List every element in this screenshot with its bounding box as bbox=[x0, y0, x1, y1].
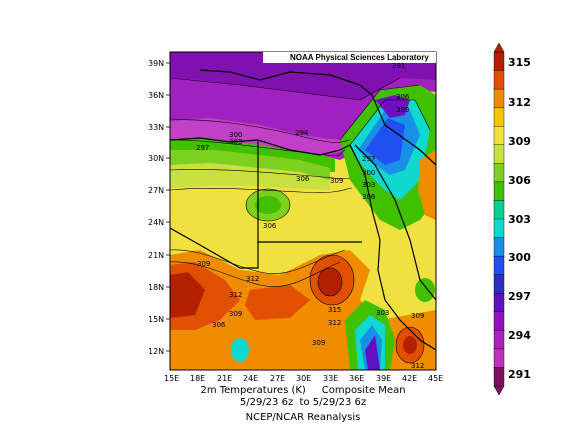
caption-line-1: 2m Temperatures (K) Composite Mean bbox=[170, 385, 436, 396]
contour-label: 300 bbox=[362, 169, 375, 177]
caption-line-3: NCEP/NCAR Reanalysis bbox=[245, 412, 361, 423]
colorbar-segment bbox=[493, 237, 505, 257]
lon-tick-label: 24E bbox=[243, 374, 258, 383]
lon-tick-label: 36E bbox=[349, 374, 364, 383]
caption-line-2: 5/29/23 6z to 5/29/23 6z bbox=[239, 397, 367, 408]
contour-label: 297 bbox=[362, 155, 375, 163]
contour-label: 291 bbox=[392, 62, 405, 70]
colorbar-segment bbox=[493, 274, 505, 294]
colorbar-label: 315 bbox=[508, 56, 531, 69]
latitude-axis: 39N 36N 33N 30N 27N 24N 21N 18N 15N 12N bbox=[148, 59, 170, 356]
contour-label: 309 bbox=[411, 312, 424, 320]
contour-label: 309 bbox=[312, 339, 325, 347]
colorbar-segment bbox=[493, 163, 505, 183]
contour-label: 303 bbox=[376, 309, 389, 317]
lat-tick-label: 12N bbox=[148, 347, 164, 356]
colorbar-segment bbox=[493, 181, 505, 202]
contour-label: 306 bbox=[263, 222, 277, 230]
colorbar bbox=[493, 42, 505, 396]
colorbar-segment bbox=[493, 51, 505, 72]
contour-label: 312 bbox=[229, 291, 242, 299]
lon-tick-label: 15E bbox=[164, 374, 179, 383]
contour-label: 309 bbox=[197, 260, 210, 268]
lon-tick-label: 21E bbox=[217, 374, 232, 383]
lat-tick-label: 21N bbox=[148, 251, 164, 260]
colorbar-label: 300 bbox=[508, 251, 531, 264]
contour-label: 312 bbox=[328, 319, 341, 327]
contour-label: 297 bbox=[196, 144, 209, 152]
temperature-field bbox=[170, 52, 436, 370]
lat-tick-label: 18N bbox=[148, 283, 164, 292]
lon-tick-label: 18E bbox=[190, 374, 205, 383]
colorbar-segment bbox=[493, 144, 505, 165]
contour-label: 312 bbox=[411, 362, 424, 370]
colorbar-segment bbox=[493, 126, 505, 146]
colorbar-arrow-top bbox=[493, 42, 505, 53]
contour-label: 300 bbox=[229, 131, 242, 139]
banner-box bbox=[263, 52, 436, 63]
contour-labels: 297 300 303 294 306 309 297 300 303 306 … bbox=[196, 62, 424, 370]
contour-label: 294 bbox=[295, 129, 309, 137]
contour-label: 306 bbox=[362, 193, 376, 201]
contour-label: 303 bbox=[229, 138, 242, 146]
colorbar-segment bbox=[493, 293, 505, 313]
colorbar-segment bbox=[493, 88, 505, 109]
colorbar-segment bbox=[493, 255, 505, 276]
contour-label: 306 bbox=[212, 321, 226, 329]
colorbar-segment bbox=[493, 107, 505, 127]
caption-stat: Composite Mean bbox=[321, 385, 406, 396]
lat-tick-label: 15N bbox=[148, 315, 164, 324]
banner-text: NOAA Physical Sciences Laboratory bbox=[290, 53, 429, 62]
colorbar-labels: 315 312 309 306 303 300 297 294 291 bbox=[508, 56, 531, 381]
colorbar-label: 309 bbox=[508, 135, 531, 148]
contour-label: 315 bbox=[328, 306, 341, 314]
colorbar-segment bbox=[493, 348, 505, 369]
lon-tick-label: 30E bbox=[296, 374, 311, 383]
colorbar-label: 303 bbox=[508, 213, 531, 226]
colorbar-segment bbox=[493, 218, 505, 239]
contour-label: 312 bbox=[246, 275, 259, 283]
lon-tick-label: 33E bbox=[323, 374, 338, 383]
contour-label: 309 bbox=[330, 177, 343, 185]
contour-label: 306 bbox=[296, 175, 310, 183]
colorbar-label: 294 bbox=[508, 329, 531, 342]
contour-label: 306 bbox=[396, 93, 410, 101]
colorbar-segment bbox=[493, 367, 505, 387]
lat-tick-label: 27N bbox=[148, 186, 164, 195]
colorbar-label: 297 bbox=[508, 290, 531, 303]
caption-variable: 2m Temperatures (K) bbox=[200, 385, 306, 396]
colorbar-label: 291 bbox=[508, 368, 531, 381]
lon-tick-label: 27E bbox=[270, 374, 285, 383]
lon-tick-label: 45E bbox=[428, 374, 443, 383]
colorbar-arrow-bottom bbox=[493, 385, 505, 396]
colorbar-label: 306 bbox=[508, 174, 531, 187]
lat-tick-label: 33N bbox=[148, 123, 164, 132]
lat-tick-label: 39N bbox=[148, 59, 164, 68]
colorbar-segment bbox=[493, 311, 505, 332]
contour-label: 303 bbox=[362, 181, 375, 189]
colorbar-segment bbox=[493, 330, 505, 350]
colorbar-label: 312 bbox=[508, 96, 531, 109]
lat-tick-label: 30N bbox=[148, 154, 164, 163]
longitude-axis: 15E 18E 21E 24E 27E 30E 33E 36E 39E 42E … bbox=[164, 374, 443, 383]
lon-tick-label: 42E bbox=[402, 374, 417, 383]
contour-label: 309 bbox=[229, 310, 242, 318]
colorbar-segment bbox=[493, 70, 505, 90]
lat-tick-label: 36N bbox=[148, 91, 164, 100]
contour-label: 309 bbox=[396, 106, 409, 114]
lon-tick-label: 39E bbox=[376, 374, 391, 383]
colorbar-segment bbox=[493, 200, 505, 220]
lat-tick-label: 24N bbox=[148, 218, 164, 227]
